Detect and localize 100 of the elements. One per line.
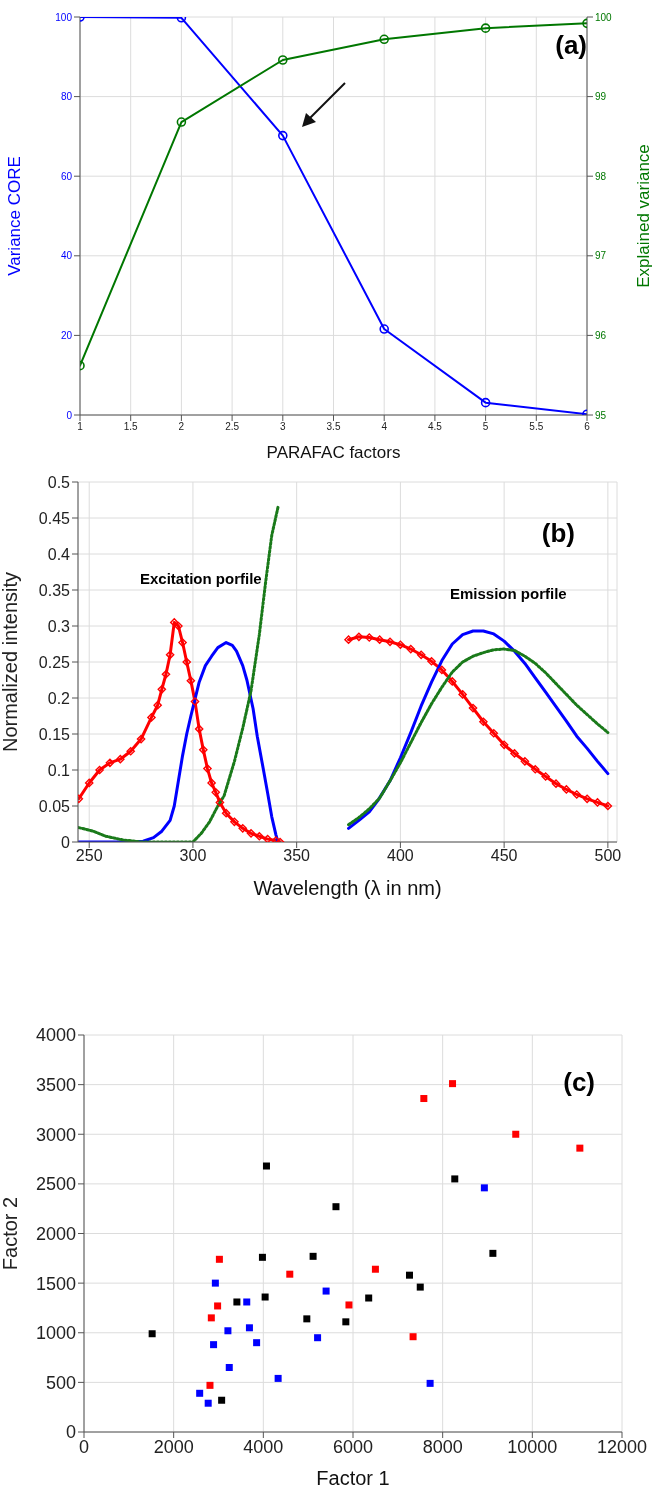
x-tick-label: 250: [75, 847, 103, 865]
point: [278, 130, 288, 141]
y2-tick-label: 98: [595, 170, 607, 182]
x-tick-label: 350: [283, 847, 311, 865]
point: [303, 1315, 311, 1323]
point: [449, 1080, 457, 1088]
point: [136, 734, 146, 744]
point: [416, 650, 426, 660]
y-tick-label: 40: [60, 250, 73, 262]
y-tick-label: 3500: [35, 1075, 76, 1096]
line-series: [78, 505, 280, 842]
y-tick-label: 4000: [35, 1025, 76, 1046]
point: [416, 1283, 424, 1291]
point: [322, 1287, 330, 1295]
point: [210, 1341, 218, 1349]
point: [214, 1302, 222, 1310]
x-tick-label: 2: [178, 421, 185, 433]
x-tick-label: 4: [381, 421, 388, 433]
y-tick-label: 0.5: [47, 473, 71, 491]
x-tick-label: 3.5: [326, 421, 341, 433]
point: [447, 677, 457, 686]
point: [385, 637, 395, 647]
y-tick-label: 0.05: [38, 797, 71, 815]
annotation: (c): [563, 1067, 595, 1098]
x-tick-label: 1.5: [123, 421, 139, 433]
point: [344, 635, 353, 644]
point: [576, 1144, 584, 1152]
point: [199, 745, 208, 755]
point: [196, 1389, 204, 1397]
point: [258, 1253, 266, 1261]
point: [263, 834, 272, 842]
x-axis-title: Factor 1: [316, 1467, 390, 1489]
point: [379, 324, 389, 334]
x-tick-label: 5.5: [529, 421, 544, 433]
point: [233, 1298, 241, 1306]
point: [479, 717, 488, 727]
point: [379, 34, 389, 45]
point: [451, 1175, 459, 1183]
point: [468, 703, 478, 713]
point: [194, 724, 204, 734]
y2-tick-label: 97: [595, 250, 607, 262]
point: [204, 1399, 212, 1407]
y2-tick-label: 99: [595, 91, 607, 103]
point: [211, 788, 221, 797]
point: [427, 656, 436, 666]
y-tick-label: 2000: [35, 1223, 76, 1244]
x-tick-label: 300: [179, 847, 207, 865]
point: [207, 1314, 215, 1322]
point: [147, 713, 156, 722]
y-tick-label: 0: [61, 833, 71, 851]
point: [582, 794, 592, 804]
annotation: (b): [541, 518, 575, 549]
point: [332, 1203, 340, 1211]
y-tick-label: 0.4: [47, 545, 71, 563]
x-tick-label: 500: [594, 847, 622, 865]
point: [161, 669, 171, 679]
point: [345, 1301, 353, 1309]
x-tick-label: 3: [280, 421, 287, 433]
point: [148, 1330, 156, 1338]
y-axis-title: Variance CORE: [5, 156, 25, 276]
point: [406, 644, 416, 654]
x-tick-label: 0: [78, 1436, 90, 1457]
y-tick-label: 2500: [35, 1174, 76, 1195]
y2-tick-label: 96: [595, 329, 607, 341]
point: [405, 1271, 413, 1279]
point: [458, 690, 467, 699]
point: [354, 632, 364, 642]
point: [520, 757, 530, 766]
y-tick-label: 0.25: [38, 653, 71, 671]
y-tick-label: 0.35: [38, 581, 71, 599]
point: [105, 758, 115, 768]
x-axis-title: Wavelength (λ in nm): [253, 877, 442, 899]
point: [489, 1249, 497, 1257]
y-tick-label: 0.2: [47, 689, 71, 707]
point: [203, 764, 212, 773]
point: [437, 665, 447, 675]
point: [176, 117, 187, 127]
x-tick-label: 400: [387, 847, 414, 865]
point: [409, 1333, 417, 1341]
x-tick-label: 6: [584, 421, 591, 433]
y2-tick-label: 95: [595, 409, 607, 421]
point: [95, 765, 104, 775]
y-tick-label: 0.1: [47, 761, 71, 779]
point: [246, 829, 256, 838]
point: [510, 749, 519, 758]
x-tick-label: 10000: [507, 1436, 558, 1457]
point: [190, 697, 200, 706]
point: [157, 685, 167, 694]
point: [278, 55, 288, 65]
x-axis-title: PARAFAC factors: [266, 443, 401, 462]
x-tick-label: 2.5: [225, 421, 240, 433]
x-tick-label: 4.5: [427, 421, 443, 433]
y-tick-label: 500: [45, 1372, 76, 1393]
point: [153, 700, 162, 710]
point: [593, 798, 602, 807]
point: [126, 746, 135, 756]
annotation: Excitation porfile: [140, 570, 262, 587]
point: [207, 778, 216, 788]
x-tick-label: 4000: [243, 1436, 284, 1457]
point: [512, 1130, 520, 1138]
